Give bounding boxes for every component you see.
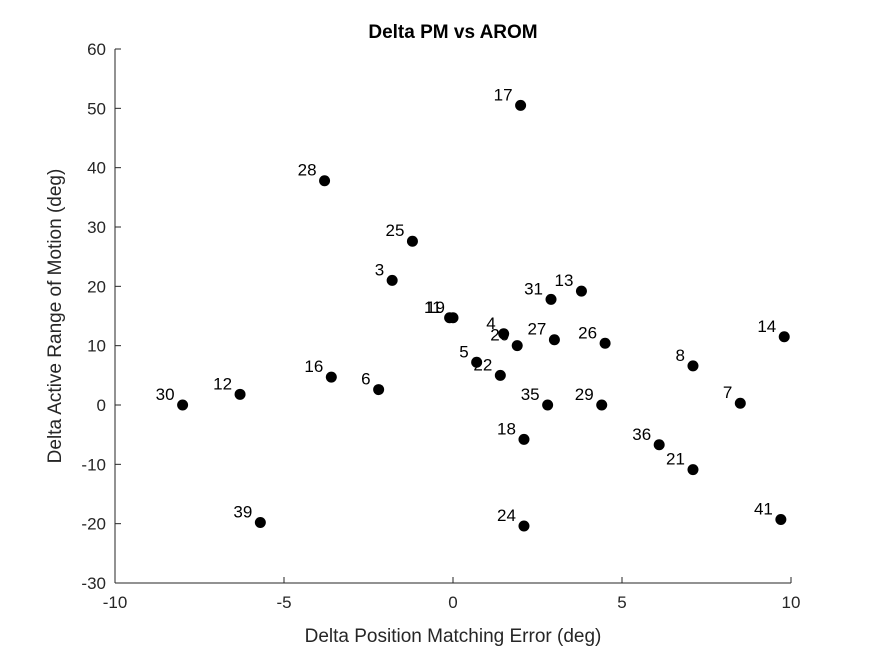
y-axis-label: Delta Active Range of Motion (deg) <box>45 169 66 464</box>
data-point-label: 19 <box>426 298 445 317</box>
data-point-label: 20 <box>490 326 509 345</box>
x-tick-label: -10 <box>103 593 128 612</box>
data-point <box>406 235 418 247</box>
data-point-label: 31 <box>524 279 543 298</box>
data-point <box>234 388 246 400</box>
data-point <box>511 340 523 352</box>
y-tick-label: 50 <box>87 99 106 118</box>
data-point <box>599 337 611 349</box>
data-point <box>548 334 560 346</box>
data-point <box>734 397 746 409</box>
y-tick-label: 0 <box>97 396 106 415</box>
x-axis-label: Delta Position Matching Error (deg) <box>305 626 602 647</box>
data-point-label: 13 <box>555 271 574 290</box>
data-point-label: 41 <box>754 500 773 519</box>
data-point-label: 24 <box>497 506 516 525</box>
x-tick-label: -5 <box>276 593 291 612</box>
data-point-label: 17 <box>494 85 513 104</box>
x-tick-label: 0 <box>448 593 457 612</box>
x-tick-label: 10 <box>782 593 801 612</box>
data-point-label: 28 <box>298 161 317 180</box>
data-point <box>518 520 530 532</box>
data-point <box>653 439 665 451</box>
data-point-label: 11 <box>424 298 442 317</box>
y-tick-label: 40 <box>87 159 106 178</box>
data-point-label: 18 <box>497 419 516 438</box>
data-point-label: 12 <box>213 374 232 393</box>
data-point-label: 26 <box>578 323 597 342</box>
data-point <box>254 516 266 528</box>
data-point <box>575 285 587 297</box>
axes: -10 -5 0 5 10 -30 -20 -10 0 10 20 30 40 50 60 <box>81 40 800 612</box>
data-point <box>386 274 398 286</box>
data-point-label: 7 <box>723 383 732 402</box>
data-point <box>494 369 506 381</box>
y-tick-label: -30 <box>81 574 106 593</box>
data-point-label: 39 <box>233 502 252 521</box>
data-point <box>545 293 557 305</box>
x-tick-label: 5 <box>617 593 626 612</box>
data-point <box>518 433 530 445</box>
data-point <box>515 99 527 111</box>
data-point <box>325 371 337 383</box>
data-point <box>596 399 608 411</box>
data-point <box>447 312 459 324</box>
chart-title: Delta PM vs AROM <box>368 22 537 43</box>
data-point-label: 29 <box>575 385 594 404</box>
data-point-label: 22 <box>473 355 492 374</box>
data-point-label: 35 <box>521 385 540 404</box>
data-point <box>775 514 787 526</box>
data-point-label: 30 <box>156 385 175 404</box>
y-tick-label: 30 <box>87 218 106 237</box>
data-point-label: 3 <box>375 260 384 279</box>
data-point-label: 36 <box>632 425 651 444</box>
data-point-label: 25 <box>386 221 405 240</box>
data-point <box>471 356 483 368</box>
y-tick-label: 10 <box>87 337 106 356</box>
data-point-label: 4 <box>486 314 495 333</box>
y-tick-label: -20 <box>81 515 106 534</box>
data-point <box>498 328 510 340</box>
data-point-label: 8 <box>676 346 685 365</box>
y-tick-label: 60 <box>87 40 106 59</box>
data-point <box>687 464 699 476</box>
data-point <box>778 331 790 343</box>
data-point <box>687 360 699 372</box>
data-point <box>373 384 385 396</box>
y-tick-label: -10 <box>81 455 106 474</box>
data-point <box>542 399 554 411</box>
data-point <box>177 399 189 411</box>
data-point-label: 16 <box>304 357 323 376</box>
data-point-label: 27 <box>527 320 546 339</box>
data-point-label: 14 <box>757 317 776 336</box>
data-point-label: 6 <box>361 370 370 389</box>
y-tick-label: 20 <box>87 277 106 296</box>
data-point-label: 5 <box>459 342 468 361</box>
data-point-label: 21 <box>666 450 685 469</box>
data-point <box>319 175 331 187</box>
